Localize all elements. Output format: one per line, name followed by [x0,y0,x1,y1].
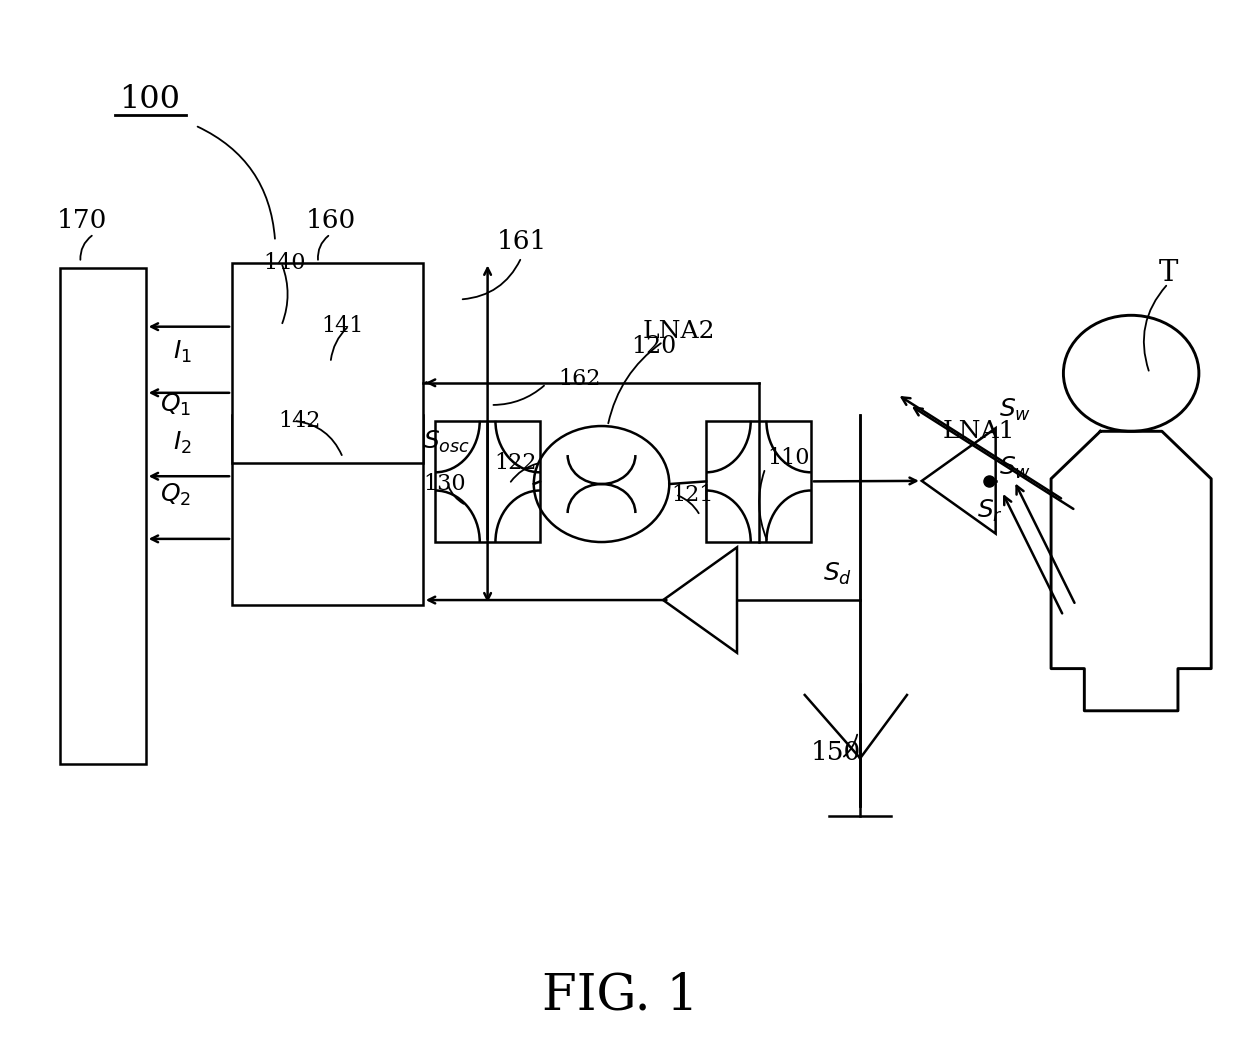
Text: 110: 110 [768,446,810,469]
Text: 161: 161 [496,229,547,254]
Text: 140: 140 [264,252,306,273]
Text: $S_w$: $S_w$ [999,398,1032,423]
Text: 162: 162 [558,368,601,389]
Bar [60,268,146,763]
Text: $Q_2$: $Q_2$ [160,482,191,508]
Text: 100: 100 [119,84,180,115]
Text: 170: 170 [57,208,107,233]
Text: 122: 122 [494,452,537,474]
Text: LNA2: LNA2 [642,320,715,342]
Text: $S_w$: $S_w$ [999,455,1032,482]
Text: 160: 160 [305,208,356,233]
Text: $I_2$: $I_2$ [172,429,191,456]
Text: $S_d$: $S_d$ [823,560,852,587]
Text: 130: 130 [424,473,466,495]
Text: T: T [1158,259,1178,287]
Text: 120: 120 [631,336,676,358]
Text: FIG. 1: FIG. 1 [542,971,698,1020]
Text: LNA1: LNA1 [942,420,1016,443]
Text: 142: 142 [279,409,321,432]
Bar [232,263,423,463]
Bar [707,421,811,542]
Bar [435,421,539,542]
Text: $S_{osc}$: $S_{osc}$ [423,428,470,455]
Bar [232,416,423,605]
Text: 141: 141 [321,315,365,337]
Text: $S_r$: $S_r$ [977,497,1002,523]
Text: $I_1$: $I_1$ [172,339,191,366]
Text: 150: 150 [811,741,861,765]
Text: $Q_1$: $Q_1$ [160,392,191,418]
Text: 121: 121 [672,484,714,506]
